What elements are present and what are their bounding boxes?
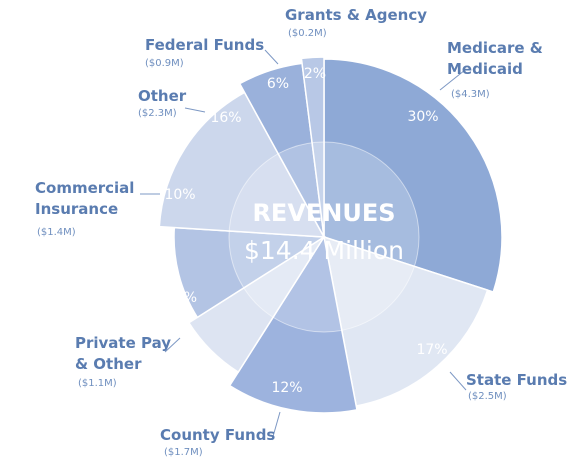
slice-amount: ($2.3M) — [138, 108, 177, 119]
slice-amount: ($2.5M) — [468, 391, 507, 402]
slice-value-label: 30% — [407, 109, 438, 125]
slice-value-label: 2% — [304, 66, 326, 82]
slice-name: State Funds — [466, 371, 568, 389]
slice-value-label: 12% — [271, 380, 302, 396]
leader-line — [164, 337, 181, 353]
chart-title: REVENUES — [252, 199, 395, 227]
pie-slice — [173, 226, 327, 319]
pie-slice — [228, 234, 358, 414]
slice-amount: ($1.7M) — [164, 447, 203, 458]
leader-line — [439, 69, 466, 91]
chart-subtitle: $14.4 Million — [244, 236, 404, 265]
pie-slice — [158, 91, 326, 238]
pie-slice — [323, 58, 503, 293]
slice-amount: ($1.4M) — [37, 227, 76, 238]
slice-name: Other — [138, 87, 187, 105]
slice-amount: ($0.9M) — [145, 58, 184, 69]
slice-name: Private Pay & Other — [75, 334, 172, 373]
slice-value-label: 7% — [175, 290, 197, 306]
leader-line — [184, 107, 206, 113]
slice-value-label: 6% — [267, 76, 289, 92]
center-circle — [228, 141, 420, 333]
slice-name: Medicare & Medicaid — [447, 39, 543, 78]
leader-line — [271, 411, 281, 441]
pie-slice — [300, 56, 325, 238]
slice-name: County Funds — [160, 426, 276, 444]
leader-line — [264, 49, 279, 65]
slice-name: Federal Funds — [145, 36, 265, 54]
slice-value-label: 16% — [210, 110, 241, 126]
pie-slice — [187, 236, 325, 374]
slice-amount: ($0.2M) — [288, 28, 327, 39]
leader-line — [449, 371, 467, 391]
pie-slice — [323, 235, 489, 407]
slice-name: Grants & Agency — [285, 6, 428, 24]
slice-value-label: 17% — [416, 342, 447, 358]
slice-value-label: 10% — [164, 187, 195, 203]
slice-name: Commercial Insurance — [35, 179, 135, 218]
slice-amount: ($1.1M) — [78, 378, 117, 389]
slice-amount: ($4.3M) — [451, 89, 490, 100]
